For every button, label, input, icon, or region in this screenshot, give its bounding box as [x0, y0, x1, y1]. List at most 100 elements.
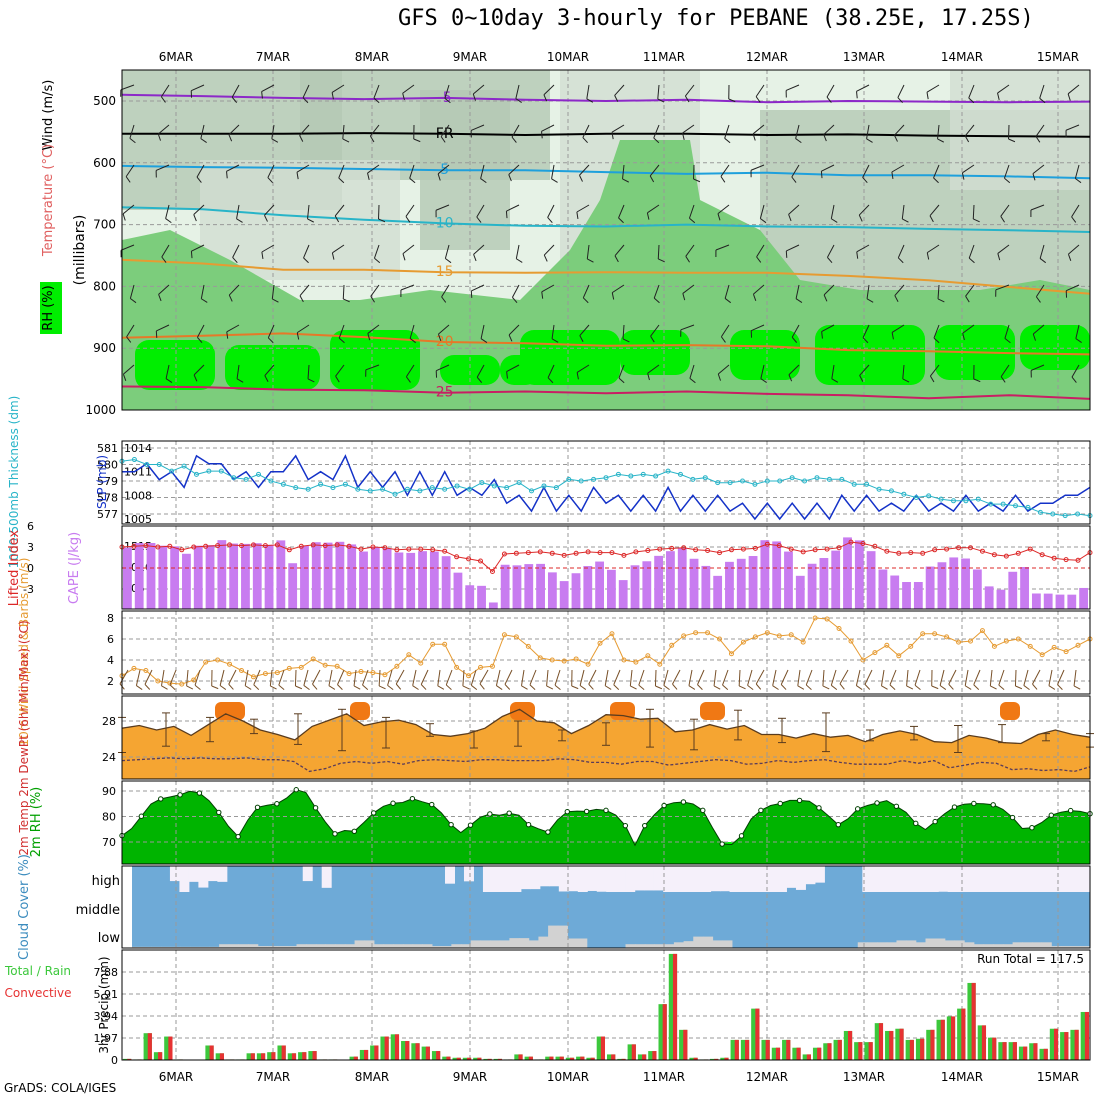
cape-bar — [382, 548, 392, 609]
wind-barb — [365, 364, 380, 371]
low-cloud-segment — [180, 946, 191, 948]
thickness-point — [169, 468, 175, 474]
temp-tick-label: 28 — [102, 715, 116, 728]
li-point — [274, 542, 280, 548]
wind-barb-flag — [588, 683, 594, 690]
date-label-top: 13MAR — [843, 50, 885, 64]
wind-barb-flag — [338, 177, 345, 184]
wind-barb-flag — [303, 685, 310, 690]
li-point — [812, 547, 818, 553]
precip-convective-bar — [497, 1058, 503, 1060]
wind-barb-flag — [362, 684, 369, 691]
high-cloud-clear-segment — [520, 866, 531, 890]
cape-bar — [949, 557, 959, 609]
wind-barb — [785, 84, 800, 91]
wind-barb-flag — [337, 684, 343, 690]
wind-barb-flag — [378, 218, 386, 223]
low-cloud-segment — [257, 946, 268, 948]
wind-speed-point — [203, 659, 209, 665]
high-cloud-clear-segment — [682, 866, 693, 892]
rh-region-saturated — [620, 330, 690, 375]
li-point — [633, 549, 639, 555]
high-cloud-clear-segment — [1061, 866, 1072, 892]
precip-total-bar — [277, 1045, 286, 1060]
rh2m-point — [564, 808, 570, 815]
rh2m-point — [661, 802, 667, 809]
wind-barb-flag — [516, 258, 523, 263]
rh2m-point — [893, 803, 900, 809]
precip-convective-bar — [487, 1058, 492, 1060]
precip-convective-bar — [930, 1029, 935, 1060]
cape-bar — [441, 556, 451, 609]
wind-barb-flag — [937, 138, 944, 143]
precip-convective-bar — [590, 1057, 595, 1060]
date-label-bottom: 11MAR — [643, 1070, 685, 1084]
wind-barb — [751, 324, 765, 332]
li-point — [513, 550, 519, 556]
wind-speed-point — [908, 643, 914, 649]
thickness-point — [963, 498, 969, 504]
high-cloud-clear-segment — [501, 866, 512, 892]
wind-barb-flag — [515, 98, 522, 103]
wind-barb — [684, 84, 695, 97]
precip-total-bar — [370, 1045, 379, 1060]
wind-barb — [717, 204, 730, 215]
wind-barb-flag — [839, 683, 845, 690]
rh2m-point — [312, 805, 319, 811]
wind-speed-point — [286, 665, 292, 671]
wind-barb — [823, 124, 835, 135]
rh-region-saturated — [135, 340, 215, 390]
precip-convective-bar — [796, 1047, 801, 1060]
precip-convective-bar — [374, 1045, 379, 1060]
wind-barb-flag — [529, 684, 536, 690]
wind-speed-point — [693, 630, 699, 636]
date-label-top: 6MAR — [159, 50, 194, 64]
rh-legend-swatch — [40, 282, 62, 334]
slp-line — [122, 454, 1091, 521]
thickness-point — [975, 496, 981, 502]
li-point — [561, 552, 567, 558]
wind-barb-flag — [1067, 254, 1072, 261]
low-cloud-segment — [528, 940, 539, 948]
high-cloud-clear-segment — [985, 866, 996, 892]
wind-barb — [672, 669, 681, 685]
low-cloud-segment — [248, 944, 259, 948]
cape-bar — [878, 569, 888, 609]
wind-barb-flag — [897, 257, 904, 264]
li-point — [131, 543, 137, 549]
thickness-point — [280, 481, 286, 487]
wind-barb — [724, 124, 730, 139]
li-point — [370, 544, 376, 550]
li-point — [1063, 557, 1069, 563]
wind-barb — [858, 204, 870, 216]
wind-barb — [1030, 364, 1045, 371]
thickness-point — [802, 478, 808, 484]
wind-barb — [395, 669, 405, 685]
cape-bar — [725, 561, 734, 609]
thickness-point — [901, 491, 907, 497]
wind-barb — [402, 84, 415, 94]
li-point — [693, 547, 699, 553]
wind-barb-flag — [821, 331, 823, 339]
wind-barb — [688, 669, 693, 686]
wind-barb — [653, 124, 660, 139]
wind-speed-point — [920, 631, 926, 637]
wind-barb-flag — [228, 294, 233, 302]
temperature-max-area — [700, 702, 725, 720]
precip-tick-label: 1.97 — [94, 1032, 119, 1045]
wind-barb-flag — [122, 374, 127, 381]
rh2m-point — [738, 833, 745, 839]
high-cloud-clear-segment — [928, 866, 939, 892]
precip-convective-bar — [950, 1016, 956, 1060]
precip-convective-bar — [127, 1058, 132, 1060]
thickness-point — [702, 475, 708, 481]
li-point — [824, 546, 830, 552]
thickness-point — [206, 468, 212, 474]
wind-barb — [232, 244, 240, 258]
wind-speed-point — [489, 663, 495, 669]
date-label-top: 9MAR — [453, 50, 488, 64]
li-point — [1003, 553, 1009, 559]
rh2m-point — [467, 822, 474, 828]
rh2m-point — [700, 807, 706, 814]
precip-convective-bar — [559, 1056, 564, 1060]
